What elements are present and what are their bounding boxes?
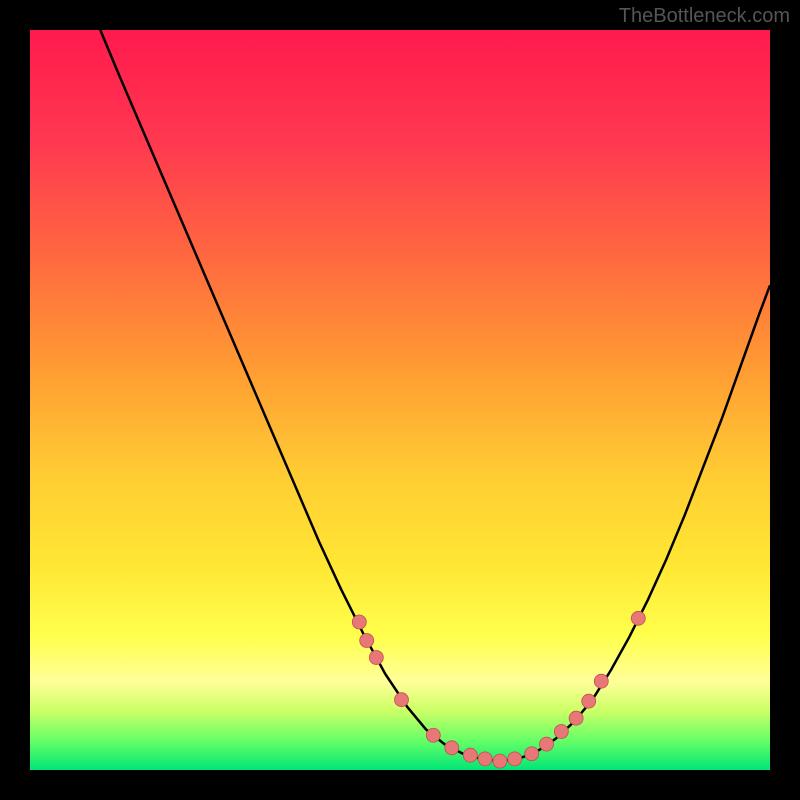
data-marker bbox=[369, 651, 383, 665]
data-marker bbox=[631, 611, 645, 625]
data-marker bbox=[352, 615, 366, 629]
data-marker bbox=[493, 754, 507, 768]
data-marker bbox=[445, 741, 459, 755]
data-marker bbox=[525, 747, 539, 761]
data-marker bbox=[554, 725, 568, 739]
data-marker bbox=[478, 752, 492, 766]
data-marker bbox=[463, 748, 477, 762]
bottleneck-curve bbox=[100, 30, 770, 761]
data-marker bbox=[582, 694, 596, 708]
data-marker bbox=[426, 728, 440, 742]
data-marker bbox=[569, 711, 583, 725]
data-marker bbox=[394, 693, 408, 707]
data-marker bbox=[360, 634, 374, 648]
chart-area bbox=[30, 30, 770, 770]
watermark-text: TheBottleneck.com bbox=[619, 5, 790, 28]
data-marker bbox=[508, 752, 522, 766]
data-marker bbox=[594, 674, 608, 688]
curve-overlay bbox=[30, 30, 770, 770]
data-marker bbox=[540, 737, 554, 751]
